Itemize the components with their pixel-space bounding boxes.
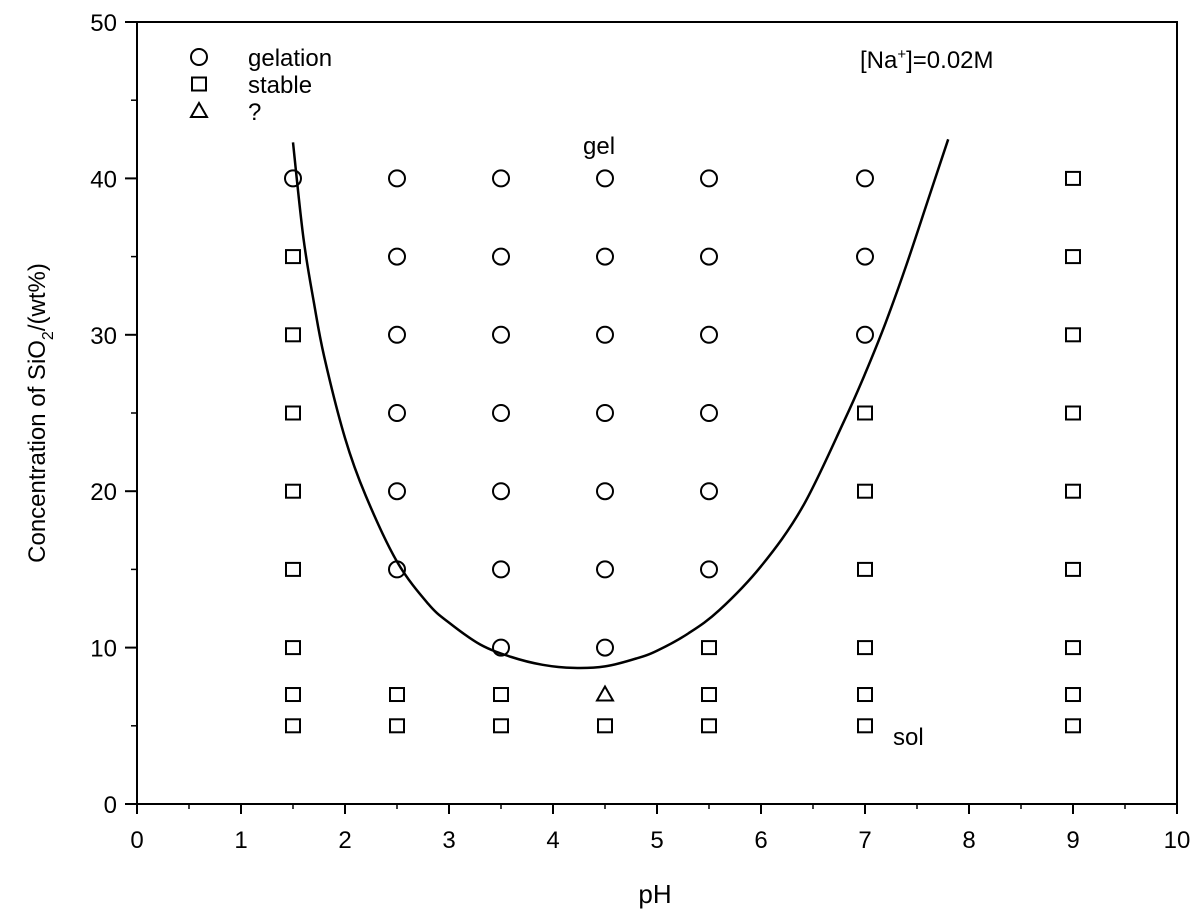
y-tick-label: 40	[90, 166, 117, 193]
square-marker	[1065, 483, 1081, 499]
gel-sol-boundary-curve	[291, 138, 950, 670]
square-marker	[1065, 718, 1081, 734]
circle-marker	[700, 560, 718, 579]
circle-marker	[492, 404, 510, 422]
x-tick-label: 9	[1066, 827, 1079, 854]
circle-marker	[700, 247, 718, 266]
circle-marker	[856, 247, 874, 266]
circle-marker	[388, 482, 406, 501]
square-marker	[389, 687, 405, 703]
circle-marker	[700, 169, 718, 188]
y-tick-label: 10	[90, 636, 117, 663]
sol-region-label: sol	[893, 724, 924, 751]
gel-region-label: gel	[583, 133, 615, 160]
plot-frame	[136, 21, 1178, 805]
x-tick-label: 10	[1164, 827, 1191, 854]
circle-marker	[700, 404, 718, 422]
square-marker	[493, 687, 509, 703]
y-tick-label: 30	[90, 323, 117, 350]
square-marker	[857, 483, 873, 499]
legend-square-marker	[191, 76, 207, 92]
square-marker	[597, 718, 613, 734]
legend-label: gelation	[248, 45, 332, 72]
x-tick-label: 1	[234, 827, 247, 854]
square-marker	[285, 561, 301, 577]
circle-marker	[388, 325, 406, 344]
y-tick-label: 0	[104, 792, 117, 819]
circle-marker	[596, 638, 614, 657]
circle-marker	[492, 638, 510, 657]
legend-label: stable	[248, 72, 312, 99]
y-axis-label: Concentration of SiO2/(wt%)	[24, 263, 57, 563]
circle-marker	[388, 247, 406, 266]
y-tick-label: 50	[90, 10, 117, 37]
square-marker	[285, 483, 301, 499]
circle-marker	[492, 482, 510, 501]
square-marker	[1065, 561, 1081, 577]
circle-marker	[596, 404, 614, 422]
square-marker	[857, 640, 873, 656]
x-tick-label: 7	[858, 827, 871, 854]
x-tick-label: 8	[962, 827, 975, 854]
square-marker	[285, 405, 301, 421]
square-marker	[285, 718, 301, 734]
square-marker	[701, 718, 717, 734]
square-marker	[1065, 170, 1081, 186]
circle-marker	[596, 560, 614, 579]
square-marker	[493, 718, 509, 734]
x-tick-labels: 0 1 2 3 4 5 6 7 8 9 10	[130, 827, 1190, 854]
square-marker	[701, 687, 717, 703]
square-marker	[1065, 687, 1081, 703]
circle-marker	[700, 325, 718, 344]
circle-marker	[596, 482, 614, 501]
x-tick-label: 2	[338, 827, 351, 854]
legend-label: ?	[248, 99, 261, 126]
square-marker	[1065, 327, 1081, 343]
circle-marker	[492, 169, 510, 188]
square-marker	[857, 687, 873, 703]
square-marker	[285, 249, 301, 265]
circle-marker	[284, 169, 302, 188]
data-points	[284, 169, 1081, 734]
circle-marker	[596, 169, 614, 188]
axis-ticks	[125, 21, 1178, 814]
y-tick-labels: 0 10 20 30 40 50	[90, 10, 117, 819]
legend-triangle-marker	[189, 100, 209, 118]
square-marker	[701, 640, 717, 656]
square-marker	[285, 640, 301, 656]
circle-marker	[596, 325, 614, 344]
x-tick-label: 3	[442, 827, 455, 854]
square-marker	[857, 561, 873, 577]
x-axis-label: pH	[638, 879, 671, 909]
triangle-marker	[595, 684, 615, 702]
y-tick-label: 20	[90, 479, 117, 506]
circle-marker	[856, 169, 874, 188]
circle-marker	[492, 247, 510, 266]
x-tick-label: 4	[546, 827, 559, 854]
circle-marker	[388, 404, 406, 422]
circle-marker	[388, 169, 406, 188]
circle-marker	[856, 325, 874, 344]
circle-marker	[492, 560, 510, 579]
square-marker	[1065, 249, 1081, 265]
square-marker	[1065, 640, 1081, 656]
square-marker	[285, 687, 301, 703]
x-tick-label: 5	[650, 827, 663, 854]
square-marker	[857, 718, 873, 734]
legend-circle-marker	[190, 48, 208, 66]
square-marker	[285, 327, 301, 343]
square-marker	[1065, 405, 1081, 421]
circle-marker	[596, 247, 614, 266]
circle-marker	[700, 482, 718, 501]
x-tick-label: 6	[754, 827, 767, 854]
square-marker	[389, 718, 405, 734]
x-tick-label: 0	[130, 827, 143, 854]
square-marker	[857, 405, 873, 421]
condition-label: [Na+]=0.02M	[860, 46, 994, 74]
circle-marker	[492, 325, 510, 344]
circle-marker	[388, 560, 406, 579]
